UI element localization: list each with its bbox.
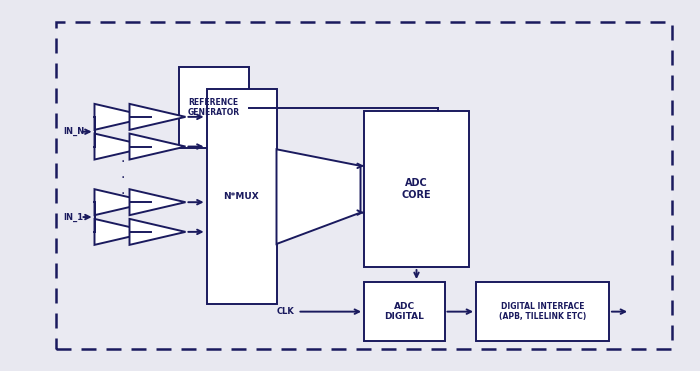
Polygon shape: [94, 189, 150, 215]
Text: ADC
DIGITAL: ADC DIGITAL: [384, 302, 424, 321]
Bar: [206, 89, 276, 304]
Text: IN_1: IN_1: [63, 213, 83, 221]
Polygon shape: [276, 149, 360, 244]
Polygon shape: [94, 134, 150, 160]
Polygon shape: [130, 104, 186, 130]
Polygon shape: [94, 219, 150, 245]
Text: N*MUX: N*MUX: [223, 192, 260, 201]
Text: DIGITAL INTERFACE
(APB, TILELINK ETC): DIGITAL INTERFACE (APB, TILELINK ETC): [499, 302, 586, 321]
Text: ·
·
·: · · ·: [120, 155, 125, 201]
Polygon shape: [130, 219, 186, 245]
Polygon shape: [130, 134, 186, 160]
Bar: [56, 22, 672, 349]
Text: IN_N: IN_N: [63, 127, 84, 136]
Bar: [476, 282, 609, 341]
Bar: [364, 111, 469, 267]
Bar: [364, 282, 444, 341]
Polygon shape: [130, 189, 186, 215]
Bar: [178, 67, 248, 148]
Text: ADC
CORE: ADC CORE: [402, 178, 431, 200]
Polygon shape: [94, 104, 150, 130]
Text: CLK: CLK: [276, 307, 294, 316]
Text: REFERENCE
GENERATOR: REFERENCE GENERATOR: [188, 98, 239, 117]
